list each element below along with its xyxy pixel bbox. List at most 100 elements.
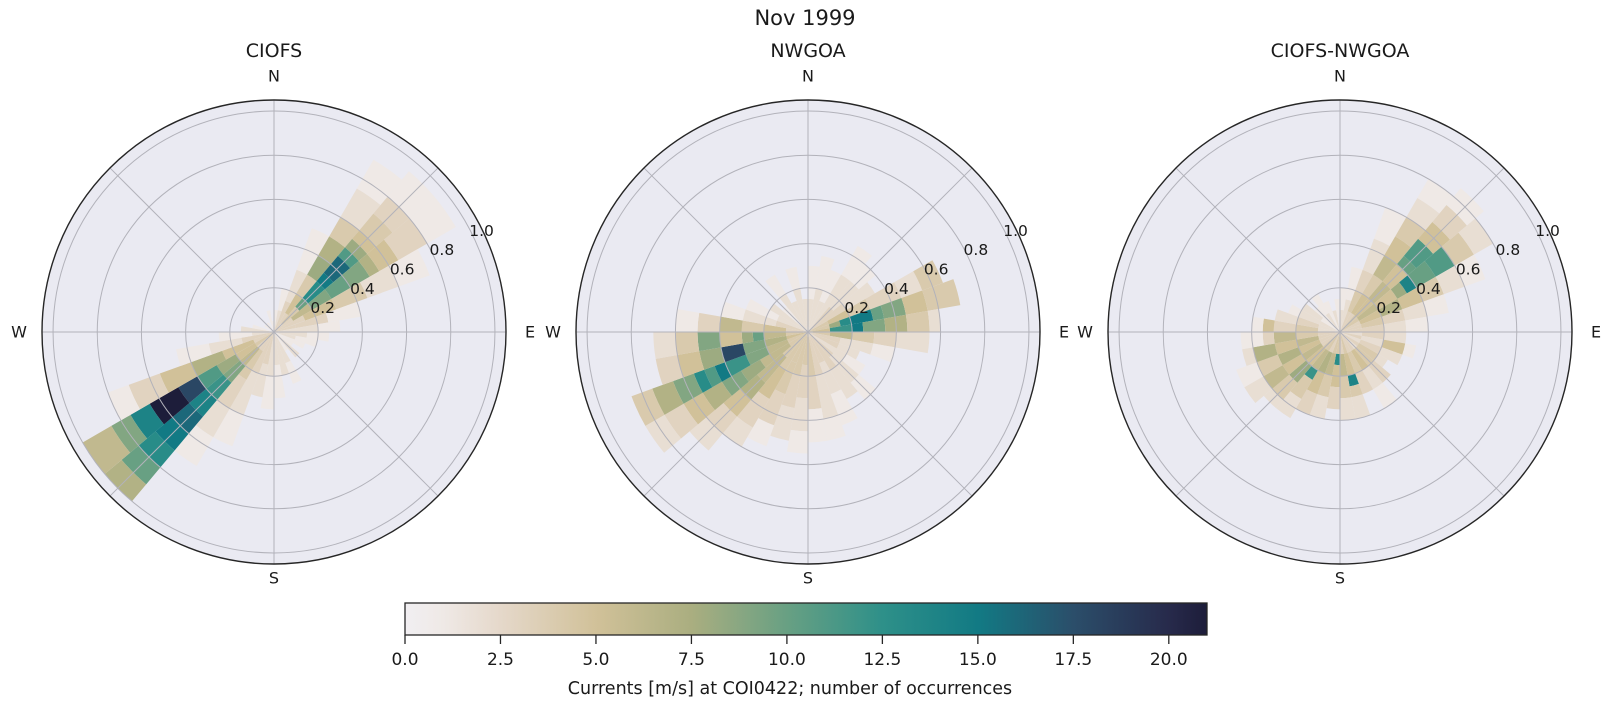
histogram-cell: [697, 312, 721, 332]
histogram-cell: [829, 332, 853, 340]
histogram-cell: [307, 255, 331, 282]
histogram-cell: [409, 197, 456, 244]
histogram-cell: [1317, 332, 1340, 336]
histogram-cell: [1262, 332, 1275, 346]
histogram-cell: [159, 362, 198, 393]
histogram-cell: [758, 389, 786, 426]
histogram-cell: [785, 332, 808, 336]
histogram-cell: [758, 365, 786, 399]
histogram-cell: [235, 343, 258, 361]
histogram-cell: [830, 389, 858, 426]
histogram-cell: [208, 337, 243, 355]
colorbar-tick-label: 10.0: [767, 650, 806, 670]
histogram-cell: [274, 317, 294, 332]
histogram-cell: [274, 332, 280, 366]
colorbar-tick-label: 17.5: [1054, 650, 1093, 670]
histogram-cell: [699, 347, 725, 370]
histogram-cell: [274, 315, 306, 332]
histogram-cell: [213, 408, 244, 447]
grid-spoke: [1339, 331, 1505, 497]
histogram-cell: [1347, 373, 1359, 387]
histogram-cell: [819, 269, 842, 304]
histogram-cell: [1356, 303, 1379, 321]
histogram-cell: [1361, 324, 1385, 332]
histogram-cell: [808, 332, 841, 344]
histogram-cell: [1373, 354, 1388, 368]
histogram-cell: [1252, 343, 1278, 363]
histogram-cell: [130, 403, 164, 439]
histogram-cell: [1373, 289, 1398, 310]
histogram-cell: [742, 339, 767, 355]
histogram-cell: [1340, 353, 1348, 377]
histogram-cell: [190, 350, 227, 377]
histogram-cell: [218, 332, 253, 342]
histogram-cell: [274, 332, 308, 338]
histogram-cell: [808, 328, 831, 332]
histogram-cell: [895, 332, 930, 354]
histogram-cell: [1273, 320, 1297, 332]
histogram-cell: [1340, 332, 1344, 355]
histogram-cell: [277, 288, 290, 312]
histogram-cell: [1384, 236, 1412, 265]
histogram-cell: [1345, 266, 1363, 301]
histogram-cell: [1295, 324, 1319, 332]
colorbar-tick-label: 2.5: [486, 650, 514, 670]
histogram-cell: [1282, 354, 1307, 375]
histogram-cell: [1319, 332, 1340, 344]
histogram-cell: [779, 332, 808, 371]
histogram-cell: [1417, 178, 1454, 214]
histogram-cell: [675, 308, 700, 332]
histogram-cell: [1288, 304, 1302, 317]
histogram-cell: [1320, 332, 1340, 347]
histogram-cell: [770, 404, 795, 441]
histogram-cell: [1295, 332, 1319, 340]
histogram-cell: [677, 351, 705, 378]
histogram-cell: [697, 332, 721, 352]
histogram-cell: [1298, 309, 1321, 325]
subplot-title-ciofs-nwgoa: CIOFS-NWGOA: [1270, 40, 1410, 62]
histogram-cell: [1311, 348, 1329, 371]
histogram-cell: [1340, 299, 1352, 332]
histogram-cell: [719, 332, 743, 348]
histogram-cell: [259, 332, 274, 352]
histogram-cell: [1317, 351, 1333, 374]
histogram-cell: [720, 301, 746, 321]
grid-spoke: [109, 167, 275, 333]
histogram-cell: [325, 301, 362, 323]
histogram-cell: [128, 373, 169, 410]
histogram-cell: [808, 332, 840, 349]
histogram-cell: [274, 332, 306, 349]
histogram-cell: [274, 332, 290, 376]
histogram-cell: [317, 320, 341, 332]
histogram-cell: [1397, 287, 1424, 310]
histogram-cell: [1402, 343, 1417, 359]
histogram-cell: [774, 360, 797, 395]
histogram-cell: [1340, 332, 1362, 340]
histogram-cell: [1326, 386, 1340, 410]
histogram-cell: [1295, 389, 1318, 416]
radial-tick-label: 0.8: [430, 241, 455, 259]
histogram-cell: [294, 313, 329, 329]
radial-tick-label: 1.0: [469, 222, 494, 240]
histogram-cell: [149, 387, 190, 425]
subplot-title-nwgoa: NWGOA: [770, 40, 846, 62]
histogram-cell: [808, 408, 828, 443]
histogram-cell: [240, 326, 274, 332]
histogram-cell: [266, 310, 274, 332]
compass-label-s: S: [803, 569, 813, 588]
histogram-cell: [721, 370, 749, 396]
histogram-cell: [823, 415, 846, 441]
histogram-cell: [1319, 320, 1340, 332]
histogram-cell: [285, 293, 303, 316]
polar-plot-ciofs: N E S W 0.2 0.4 0.6 0.8 1.0: [11, 67, 535, 588]
histogram-cell: [266, 332, 274, 377]
histogram-cell: [1340, 309, 1344, 332]
histogram-cell: [819, 274, 851, 316]
histogram-cell: [290, 303, 313, 321]
histogram-cell: [1378, 298, 1403, 317]
colorbar-tick-label: 0.0: [391, 650, 419, 670]
colorbar-svg: [404, 602, 1208, 644]
histogram-cell: [1301, 303, 1324, 321]
histogram-cell: [870, 343, 896, 363]
